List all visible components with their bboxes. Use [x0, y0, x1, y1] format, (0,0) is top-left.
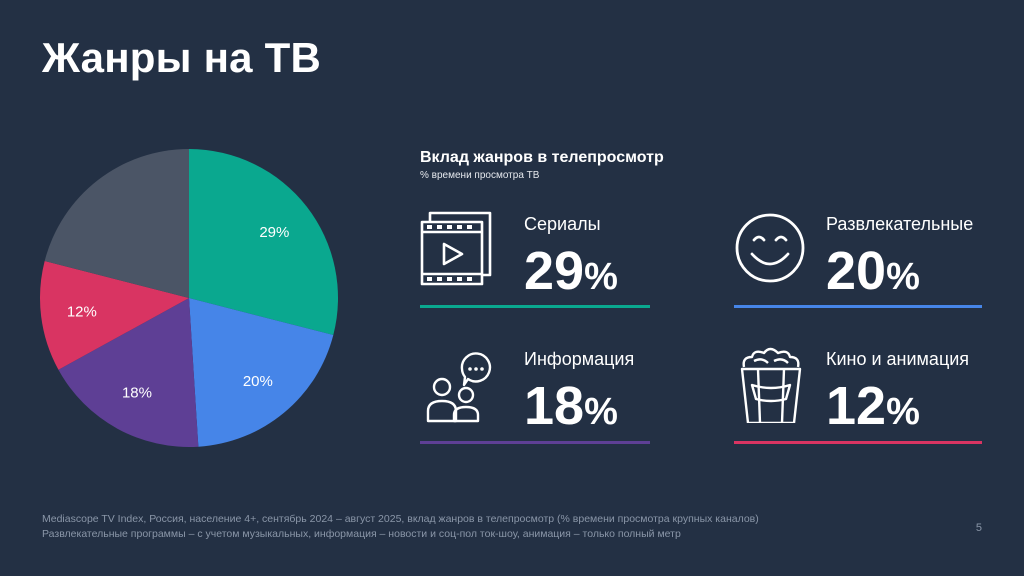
- stat-value: 20%: [826, 244, 920, 298]
- stat-card-entertainment: Развлекательные 20%: [734, 210, 982, 330]
- slide-title: Жанры на ТВ: [42, 34, 321, 81]
- pie-chart: 29% 20% 18% 12%: [40, 149, 338, 447]
- footnote-line: Развлекательные программы – с учетом муз…: [42, 528, 681, 540]
- stat-value: 18%: [524, 379, 618, 433]
- smiley-icon: [735, 213, 805, 283]
- popcorn-icon: [740, 347, 802, 423]
- stat-name: Развлекательные: [826, 214, 974, 234]
- pie-slice-label: 29%: [259, 224, 289, 241]
- stat-number: 20: [826, 241, 887, 301]
- stats-subtitle: % времени просмотра ТВ: [420, 170, 540, 181]
- footnote: Mediascope TV Index, Россия, население 4…: [42, 512, 759, 542]
- pie-slice-label: 12%: [67, 304, 97, 321]
- pie-slice-label: 20%: [243, 373, 273, 390]
- percent-sign: %: [584, 256, 618, 298]
- pie-slice: [58, 298, 199, 447]
- stat-underline: [734, 305, 982, 308]
- stat-value: 12%: [826, 379, 920, 433]
- percent-sign: %: [886, 256, 920, 298]
- stat-card-information: Информация 18%: [420, 345, 668, 465]
- footnote-line: Mediascope TV Index, Россия, население 4…: [42, 513, 759, 525]
- stat-underline: [420, 441, 650, 444]
- talk-show-icon: [426, 352, 492, 423]
- stat-name: Кино и анимация: [826, 349, 970, 369]
- pie-slice: [189, 149, 338, 336]
- page-number: 5: [975, 522, 982, 534]
- pie-slice: [44, 149, 190, 298]
- stat-underline: [734, 441, 982, 444]
- stat-value: 29%: [524, 244, 618, 298]
- pie-slice: [40, 260, 190, 370]
- stat-number: 12: [826, 376, 887, 436]
- stat-number: 18: [524, 376, 585, 436]
- stat-card-series: Сериалы 29%: [420, 210, 668, 330]
- pie-slice: [189, 298, 334, 447]
- stat-name: Сериалы: [524, 214, 601, 234]
- stat-card-movies: Кино и анимация 12%: [734, 345, 982, 465]
- percent-sign: %: [584, 391, 618, 433]
- stat-number: 29: [524, 241, 585, 301]
- film-icon: [420, 211, 492, 286]
- stats-title: Вклад жанров в телепросмотр: [420, 149, 664, 166]
- pie-slice-label: 18%: [122, 385, 152, 402]
- stat-name: Информация: [524, 349, 635, 369]
- stat-underline: [420, 305, 650, 308]
- percent-sign: %: [886, 391, 920, 433]
